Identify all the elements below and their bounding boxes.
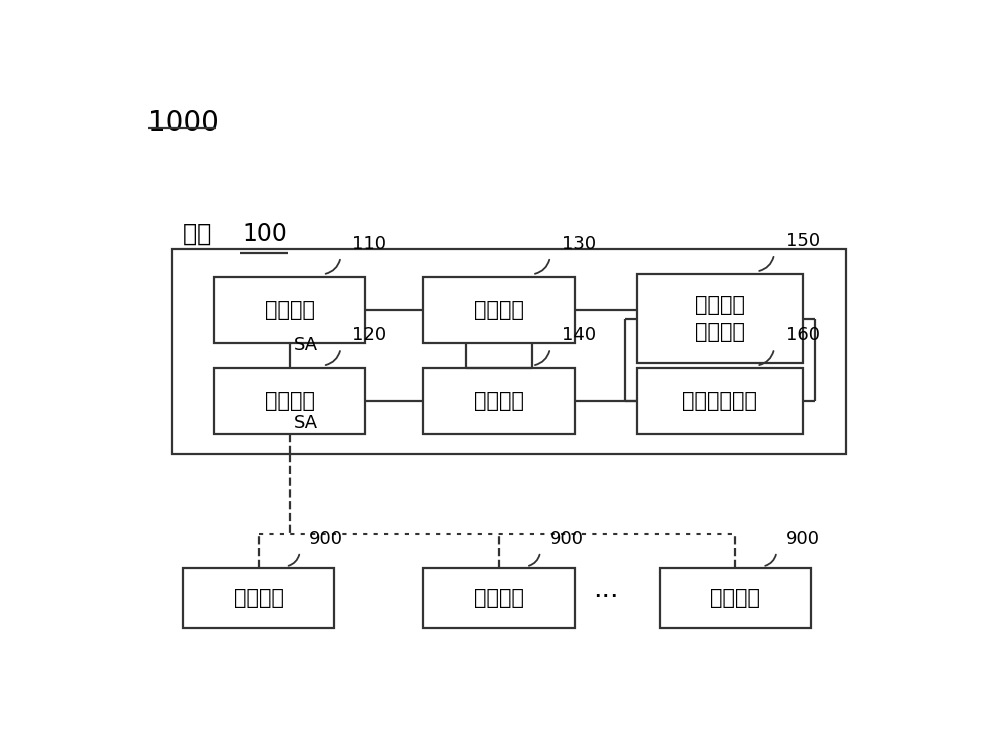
Bar: [214, 368, 365, 434]
Bar: [183, 568, 334, 628]
Text: 交通状态
检测单元: 交通状态 检测单元: [695, 296, 745, 342]
Text: 分布检测单元: 分布检测单元: [682, 391, 757, 411]
Text: 110: 110: [352, 235, 386, 253]
Text: 1000: 1000: [148, 109, 219, 137]
Text: 130: 130: [562, 235, 596, 253]
Bar: [214, 277, 365, 343]
Text: 160: 160: [786, 326, 820, 344]
Bar: [637, 274, 803, 363]
Text: 车载装置: 车载装置: [234, 588, 284, 608]
Text: SA: SA: [294, 336, 318, 354]
Text: ···: ···: [593, 585, 618, 611]
Text: 120: 120: [352, 326, 387, 344]
Text: 基站: 基站: [183, 222, 219, 246]
Text: 传输单元: 传输单元: [265, 391, 315, 411]
Text: 900: 900: [786, 531, 820, 548]
Text: 100: 100: [242, 222, 287, 246]
Text: 150: 150: [786, 232, 820, 250]
Text: SA: SA: [294, 414, 318, 433]
Text: 车载装置: 车载装置: [474, 588, 524, 608]
Bar: [660, 568, 811, 628]
Text: 计时单元: 计时单元: [474, 391, 524, 411]
Text: 900: 900: [309, 531, 343, 548]
Text: 140: 140: [562, 326, 596, 344]
Bar: [172, 249, 846, 454]
Text: 规划单元: 规划单元: [265, 300, 315, 320]
Bar: [423, 568, 574, 628]
Bar: [423, 368, 574, 434]
Bar: [637, 368, 803, 434]
Text: 900: 900: [549, 531, 583, 548]
Bar: [423, 277, 574, 343]
Text: 车载装置: 车载装置: [710, 588, 760, 608]
Text: 处理单元: 处理单元: [474, 300, 524, 320]
